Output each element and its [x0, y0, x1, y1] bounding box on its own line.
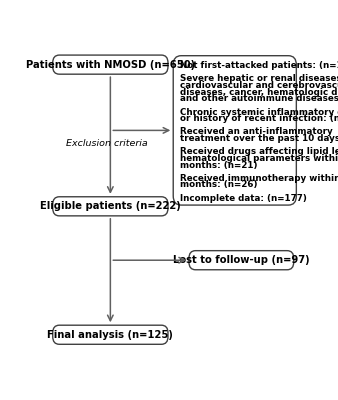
- Text: Exclusion criteria: Exclusion criteria: [66, 139, 147, 148]
- FancyBboxPatch shape: [53, 55, 168, 74]
- FancyBboxPatch shape: [173, 56, 296, 205]
- FancyBboxPatch shape: [189, 251, 294, 270]
- Text: treatment over the past 10 days: (n=7): treatment over the past 10 days: (n=7): [180, 134, 338, 143]
- Text: or history of recent infection: (n=13): or history of recent infection: (n=13): [180, 114, 338, 123]
- Text: Received drugs affecting lipid levels or: Received drugs affecting lipid levels or: [180, 147, 338, 156]
- Text: Patients with NMOSD (n=650): Patients with NMOSD (n=650): [26, 60, 195, 70]
- Text: Incomplete data: (n=177): Incomplete data: (n=177): [180, 194, 307, 203]
- Text: and other autoimmune diseases: (n=28): and other autoimmune diseases: (n=28): [180, 94, 338, 103]
- Text: months: (n=26): months: (n=26): [180, 180, 257, 190]
- Text: Received an anti-inflammatory: Received an anti-inflammatory: [180, 128, 333, 136]
- Text: Final analysis (n=125): Final analysis (n=125): [47, 330, 173, 340]
- Text: Received immunotherapy within 6: Received immunotherapy within 6: [180, 174, 338, 183]
- Text: Lost to follow-up (n=97): Lost to follow-up (n=97): [173, 255, 310, 265]
- Text: Not first-attacked patients: (n=156): Not first-attacked patients: (n=156): [180, 61, 338, 70]
- Text: cardiovascular and cerebrovascular: cardiovascular and cerebrovascular: [180, 81, 338, 90]
- Text: hematological parameters within 6: hematological parameters within 6: [180, 154, 338, 163]
- Text: months: (n=21): months: (n=21): [180, 160, 257, 170]
- Text: Eligible patients (n=222): Eligible patients (n=222): [40, 201, 181, 211]
- Text: diseases, cancer, hematologic disease: diseases, cancer, hematologic disease: [180, 88, 338, 97]
- Text: Chronic systemic inflammatory disease: Chronic systemic inflammatory disease: [180, 108, 338, 116]
- Text: Severe hepatic or renal diseases, severe: Severe hepatic or renal diseases, severe: [180, 74, 338, 84]
- FancyBboxPatch shape: [53, 197, 168, 216]
- FancyBboxPatch shape: [53, 325, 168, 344]
